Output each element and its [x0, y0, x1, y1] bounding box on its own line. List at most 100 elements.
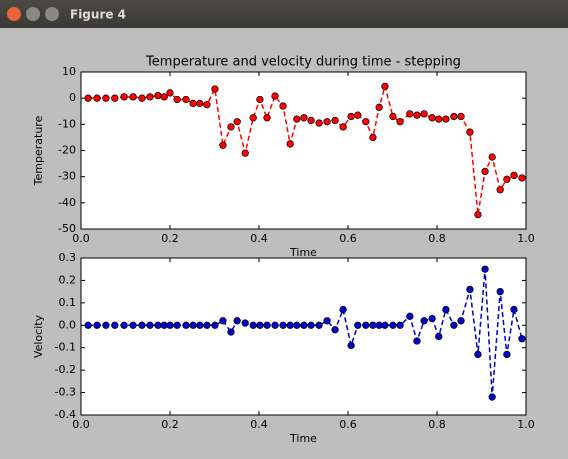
data-point [435, 332, 443, 341]
data-point [129, 93, 137, 101]
data-point [120, 93, 128, 101]
data-point [420, 317, 428, 325]
data-point [450, 321, 458, 329]
x-tick-label: 0.6 [339, 418, 357, 431]
data-point [256, 95, 264, 104]
minimize-button[interactable] [26, 7, 40, 21]
data-point [84, 94, 92, 102]
data-point [138, 94, 146, 102]
data-point [503, 350, 511, 359]
y-axis-label: Temperature [32, 115, 45, 186]
data-point [189, 321, 197, 329]
y-tick-label: 0.2 [59, 273, 77, 286]
data-point [354, 111, 362, 119]
data-point [263, 321, 271, 329]
data-point [362, 118, 370, 126]
data-point [503, 175, 511, 183]
x-tick-label: 0.0 [72, 418, 90, 431]
data-point [102, 94, 110, 102]
y-tick-label: -0.1 [55, 341, 76, 354]
data-point [339, 305, 347, 314]
x-tick-label: 0.4 [250, 418, 268, 431]
y-tick-label: -40 [58, 196, 76, 209]
x-tick-label: 0.2 [161, 418, 179, 431]
y-tick-label: 0.1 [59, 296, 77, 309]
data-point [369, 133, 377, 142]
data-point [146, 93, 154, 101]
data-point [263, 114, 271, 122]
title-bar [0, 0, 568, 28]
data-point [347, 341, 355, 350]
close-button[interactable] [7, 7, 21, 21]
y-tick-label: -0.3 [55, 386, 76, 399]
plot-area [81, 258, 526, 415]
data-point [84, 321, 92, 329]
x-tick-label: 0.0 [72, 232, 90, 245]
data-point [442, 115, 450, 123]
data-point [120, 321, 128, 329]
data-point [146, 321, 154, 329]
data-point [293, 115, 301, 123]
data-point [381, 82, 389, 91]
data-point [219, 317, 227, 325]
y-tick-label: -0.2 [55, 363, 76, 376]
data-point [203, 321, 211, 329]
data-point [271, 321, 279, 329]
data-point [488, 153, 496, 161]
data-point [111, 321, 119, 329]
data-point [160, 93, 168, 101]
y-tick-label: 0.0 [59, 318, 77, 331]
data-point [518, 174, 526, 182]
data-point [435, 115, 443, 123]
data-point [496, 186, 504, 194]
data-point [166, 321, 174, 329]
data-point [166, 89, 174, 97]
data-point [227, 123, 235, 131]
data-point [182, 321, 190, 329]
data-point [420, 110, 428, 118]
plot-area [81, 72, 526, 229]
data-point [331, 116, 339, 125]
data-point [300, 114, 308, 122]
data-point [369, 321, 377, 329]
y-tick-label: -0.4 [55, 408, 76, 421]
data-point [510, 171, 518, 180]
data-point [442, 305, 450, 314]
data-point [241, 149, 249, 157]
data-point [286, 321, 294, 329]
y-tick-label: -10 [58, 117, 76, 130]
data-point [474, 210, 482, 219]
y-tick-label: 10 [62, 65, 76, 78]
data-point [154, 321, 162, 329]
data-point [389, 321, 397, 329]
x-tick-label: 0.4 [250, 232, 268, 245]
data-point [413, 337, 421, 345]
data-point [154, 91, 162, 100]
data-point [111, 94, 119, 102]
data-point [331, 326, 339, 334]
x-tick-label: 1.0 [517, 418, 535, 431]
data-point [300, 321, 308, 329]
data-point [196, 99, 204, 108]
data-point [173, 95, 181, 104]
data-point [211, 85, 219, 93]
data-point [362, 321, 370, 329]
data-point [510, 305, 518, 314]
data-point [347, 112, 355, 121]
data-point [481, 167, 489, 176]
data-point [129, 321, 137, 329]
window-title: Figure 4 [70, 8, 126, 22]
data-point [256, 321, 264, 329]
data-point [339, 123, 347, 131]
data-point [279, 321, 287, 329]
data-point [323, 118, 331, 126]
data-point [293, 321, 301, 329]
data-point [396, 321, 404, 329]
y-tick-label: -20 [58, 144, 76, 157]
data-point [138, 321, 146, 329]
data-point [93, 321, 101, 329]
data-point [227, 328, 235, 336]
maximize-button[interactable] [45, 7, 59, 21]
data-point [315, 119, 323, 127]
